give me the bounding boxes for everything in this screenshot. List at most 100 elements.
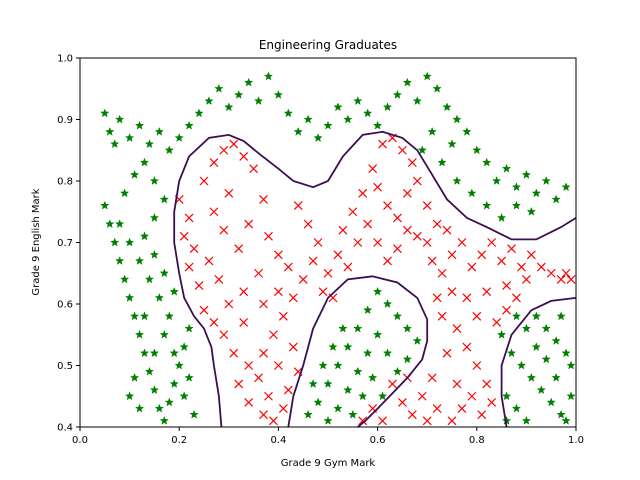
y-tick-label: 0.5	[57, 361, 73, 372]
y-tick-label: 0.8	[57, 177, 73, 188]
x-marker	[402, 225, 412, 235]
x-marker	[378, 139, 387, 149]
star-marker	[154, 126, 165, 136]
star-marker	[501, 163, 512, 173]
star-marker	[184, 372, 194, 382]
x-marker-stroke	[278, 404, 288, 413]
star-marker	[110, 139, 120, 149]
y-axis-label: Grade 9 English Mark	[31, 188, 42, 295]
star-marker	[313, 397, 323, 407]
x-marker	[536, 262, 546, 272]
star-marker	[511, 200, 522, 210]
x-marker	[269, 416, 278, 426]
x-marker-stroke	[209, 207, 219, 217]
x-marker	[407, 158, 417, 167]
x-marker-stroke	[328, 293, 338, 303]
x-marker-stroke	[318, 287, 328, 297]
x-marker-stroke	[437, 311, 447, 321]
star-marker	[482, 200, 492, 210]
star-marker	[541, 323, 551, 333]
star-marker	[224, 102, 234, 112]
x-marker-stroke	[239, 318, 249, 327]
x-marker-stroke	[199, 305, 209, 315]
x-marker-stroke	[561, 268, 571, 278]
x-tick-label: 0.6	[370, 435, 386, 446]
x-marker-stroke	[239, 151, 249, 161]
x-marker	[278, 404, 288, 413]
x-marker	[318, 287, 328, 297]
star-marker	[412, 335, 422, 345]
x-marker-stroke	[556, 274, 566, 284]
x-marker	[422, 416, 432, 426]
x-marker	[259, 348, 268, 358]
x-marker-stroke	[358, 416, 368, 426]
x-marker-stroke	[224, 299, 234, 309]
x-marker	[397, 397, 407, 407]
star-marker	[159, 194, 169, 204]
x-marker-stroke	[477, 250, 487, 260]
x-marker	[259, 410, 268, 420]
x-marker	[427, 256, 437, 266]
x-tick-label: 0.4	[270, 435, 286, 446]
y-axis: 0.4 0.5 0.6 0.7 0.8 0.9 1.0	[57, 54, 80, 434]
x-marker-stroke	[273, 250, 283, 260]
x-marker-stroke	[393, 213, 402, 223]
x-marker	[412, 231, 422, 241]
x-marker-stroke	[526, 250, 536, 260]
x-marker	[259, 195, 268, 204]
star-marker	[343, 342, 353, 352]
x-marker	[517, 262, 526, 272]
star-marker	[343, 114, 353, 124]
x-marker-stroke	[219, 145, 229, 155]
x-marker	[234, 244, 244, 254]
x-marker-stroke	[497, 256, 507, 266]
x-marker-stroke	[546, 268, 556, 278]
x-marker	[283, 385, 293, 395]
star-marker	[129, 311, 140, 321]
x-marker	[209, 318, 219, 327]
x-marker	[432, 293, 442, 303]
x-marker-stroke	[348, 207, 358, 217]
x-marker	[358, 188, 368, 198]
x-marker-stroke	[427, 373, 437, 383]
star-marker	[119, 274, 130, 284]
x-marker	[561, 268, 571, 278]
x-marker-stroke	[477, 410, 487, 420]
star-marker	[293, 126, 303, 136]
star-marker	[144, 274, 155, 284]
x-marker	[244, 219, 254, 229]
star-marker	[303, 114, 313, 124]
star-marker	[358, 391, 368, 401]
star-marker	[283, 108, 293, 118]
x-marker	[482, 379, 492, 389]
x-marker	[388, 379, 397, 389]
star-marker	[417, 145, 427, 155]
star-marker	[452, 176, 462, 185]
star-marker	[531, 188, 541, 198]
x-marker-stroke	[417, 391, 427, 401]
x-marker	[556, 274, 566, 284]
x-marker	[383, 201, 392, 211]
x-marker-stroke	[288, 293, 298, 303]
star-marker	[511, 182, 522, 192]
star-marker	[124, 133, 135, 142]
star-marker	[338, 323, 348, 333]
star-marker	[432, 83, 442, 93]
x-marker-stroke	[308, 256, 318, 266]
x-marker	[259, 299, 268, 309]
x-marker	[199, 305, 209, 315]
star-marker	[491, 176, 502, 185]
star-marker	[134, 329, 145, 339]
star-marker	[119, 188, 130, 198]
x-marker	[293, 201, 303, 211]
star-marker	[115, 256, 125, 265]
x-marker	[482, 287, 492, 297]
x-marker	[462, 293, 472, 303]
x-marker	[219, 225, 229, 235]
star-marker	[561, 182, 571, 192]
x-marker	[497, 256, 507, 266]
star-marker	[422, 71, 432, 81]
x-marker-stroke	[432, 219, 442, 229]
star-marker	[363, 348, 373, 358]
star-marker	[382, 102, 393, 112]
